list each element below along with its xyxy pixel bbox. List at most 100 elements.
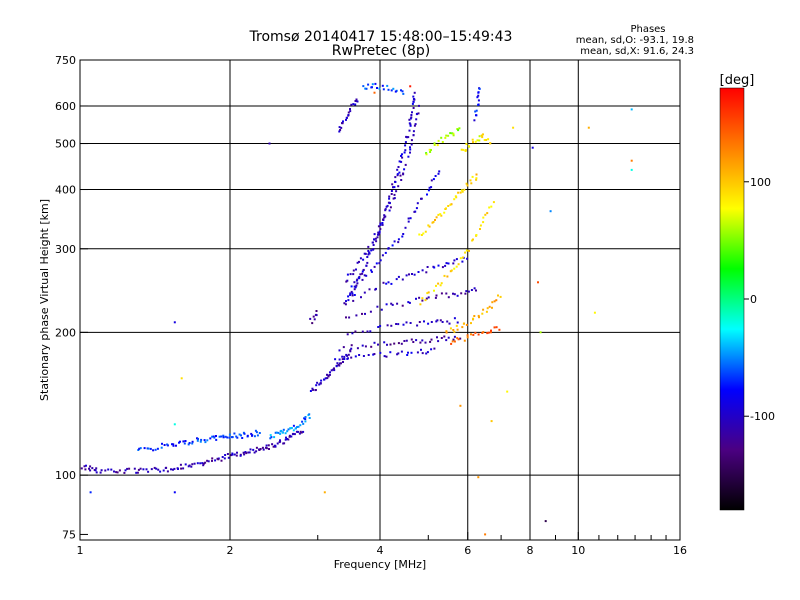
data-point xyxy=(297,430,299,433)
stats-heading: Phases xyxy=(630,24,665,35)
data-point xyxy=(375,262,378,265)
data-point xyxy=(403,168,406,171)
data-point xyxy=(375,240,378,243)
x-tick-label: 2 xyxy=(227,544,234,557)
colorbar-tick-label: 0 xyxy=(750,293,757,306)
data-point xyxy=(402,323,405,326)
data-point xyxy=(348,316,351,319)
data-point xyxy=(326,373,328,376)
data-point xyxy=(177,468,179,470)
data-point xyxy=(478,87,481,90)
data-point xyxy=(436,319,439,322)
data-point xyxy=(401,235,404,238)
data-point xyxy=(456,337,459,340)
data-point xyxy=(388,197,391,200)
data-point xyxy=(341,355,344,358)
data-point xyxy=(506,390,509,393)
data-point xyxy=(371,241,374,244)
data-point xyxy=(352,299,355,302)
data-point xyxy=(258,432,261,434)
data-point xyxy=(218,435,221,438)
data-point xyxy=(437,213,440,216)
data-point xyxy=(411,273,413,275)
data-point xyxy=(462,322,465,325)
data-point xyxy=(451,132,454,135)
data-point xyxy=(428,225,431,228)
data-point xyxy=(251,434,253,437)
data-point xyxy=(350,347,353,350)
data-point xyxy=(355,268,357,271)
data-point xyxy=(288,435,291,438)
data-point xyxy=(84,468,87,471)
data-point xyxy=(155,467,158,470)
data-point xyxy=(152,449,155,452)
data-point xyxy=(349,273,352,276)
data-point xyxy=(402,92,405,95)
data-point xyxy=(303,417,306,420)
data-point xyxy=(404,226,407,229)
data-point xyxy=(435,294,438,297)
data-point xyxy=(430,186,433,189)
data-point xyxy=(392,197,395,200)
data-point xyxy=(474,140,477,143)
data-point xyxy=(220,459,223,462)
data-point xyxy=(466,336,469,339)
data-point xyxy=(389,343,392,346)
data-point xyxy=(347,295,350,298)
data-point xyxy=(434,296,437,299)
data-point xyxy=(362,268,365,271)
data-point xyxy=(440,282,443,285)
data-point xyxy=(430,149,432,151)
data-point xyxy=(353,288,356,291)
data-point xyxy=(387,247,390,250)
data-point xyxy=(332,368,335,371)
data-point xyxy=(161,442,163,445)
data-point xyxy=(472,141,474,144)
data-point xyxy=(354,355,357,358)
data-point xyxy=(224,454,227,456)
data-point xyxy=(182,440,185,443)
data-point xyxy=(488,206,491,209)
data-point xyxy=(450,342,453,345)
colorbar-ticks: 100 0 -100 xyxy=(744,176,775,423)
data-point xyxy=(593,311,596,314)
data-point xyxy=(215,435,217,437)
data-point xyxy=(409,85,412,88)
data-point xyxy=(299,424,302,427)
data-point xyxy=(383,214,386,217)
data-point xyxy=(187,443,190,446)
data-point xyxy=(388,195,391,198)
data-point xyxy=(344,303,347,306)
data-point xyxy=(366,261,369,264)
data-point xyxy=(314,389,317,391)
data-point xyxy=(173,491,176,494)
data-point xyxy=(374,82,377,85)
data-point xyxy=(423,320,425,323)
data-point xyxy=(460,292,463,295)
data-point xyxy=(397,238,400,241)
data-point xyxy=(426,292,429,295)
data-point xyxy=(338,126,341,129)
data-point xyxy=(138,447,141,450)
data-point xyxy=(416,112,418,115)
x-tick-label: 6 xyxy=(464,544,471,557)
data-point xyxy=(350,285,353,288)
data-point xyxy=(396,168,399,171)
data-point xyxy=(94,469,97,472)
data-point xyxy=(347,111,350,114)
data-point xyxy=(474,110,477,113)
data-point xyxy=(476,139,479,142)
y-tick-label: 300 xyxy=(55,243,76,256)
data-point xyxy=(248,451,251,454)
data-point xyxy=(477,333,480,336)
data-point xyxy=(291,433,294,436)
data-point xyxy=(428,148,431,151)
data-point xyxy=(180,467,183,470)
data-point xyxy=(243,453,246,456)
data-point xyxy=(440,136,443,139)
data-point xyxy=(441,141,444,143)
x-axis-label: Frequency [MHz] xyxy=(334,558,426,571)
data-point xyxy=(424,341,427,344)
data-point xyxy=(404,141,407,144)
data-point xyxy=(388,209,391,212)
